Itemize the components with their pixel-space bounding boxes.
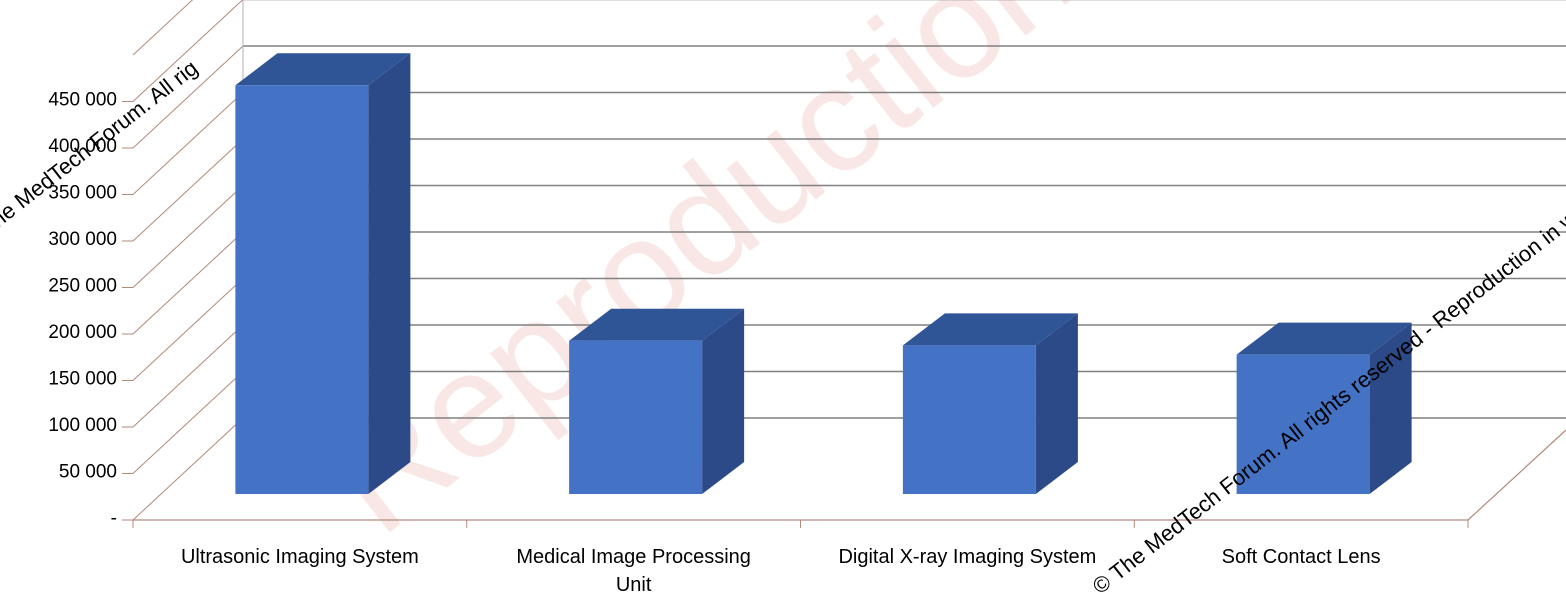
- bar-top: [902, 313, 1078, 346]
- x-category-label: Soft Contact Lens: [1222, 546, 1381, 568]
- side-wall-line: [132, 0, 244, 102]
- bar: [1236, 322, 1412, 494]
- x-category-label-line: Unit: [616, 574, 652, 596]
- bar-front: [1236, 354, 1370, 494]
- y-tick-label: 150 000: [48, 369, 117, 390]
- side-wall-line: [132, 371, 244, 474]
- side-wall-line: [132, 138, 244, 242]
- side-wall-line: [132, 231, 244, 335]
- bar-top: [235, 53, 411, 86]
- side-wall-line: [132, 0, 194, 56]
- side-wall-line: [132, 278, 244, 381]
- side-wall-line: [132, 417, 244, 521]
- bar: [235, 53, 411, 495]
- floor-right-edge: [1467, 429, 1566, 521]
- side-wall-line: [132, 92, 244, 195]
- x-category-label-line: Medical Image Processing: [516, 546, 751, 568]
- y-tick-label: 50 000: [59, 462, 117, 483]
- x-axis-categories: Ultrasonic Imaging System Medical Image P…: [181, 546, 1381, 596]
- bar-front: [569, 340, 703, 494]
- side-wall-line: [132, 45, 244, 149]
- bars: [235, 53, 1412, 495]
- bar-top: [569, 308, 745, 341]
- y-tick-label: -: [111, 508, 117, 529]
- y-tick-label: 100 000: [48, 415, 117, 436]
- y-tick-label: 200 000: [48, 322, 117, 343]
- bar-side: [368, 53, 411, 495]
- bar-side: [702, 308, 745, 494]
- bar: [569, 308, 745, 494]
- bar-front: [235, 85, 369, 495]
- bar-front: [902, 345, 1036, 494]
- bar: [902, 313, 1078, 494]
- y-tick-label: 300 000: [48, 229, 117, 250]
- x-category-label-line: Ultrasonic Imaging System: [181, 546, 419, 568]
- x-category-label: Ultrasonic Imaging System: [181, 546, 419, 568]
- x-category-label-line: Digital X-ray Imaging System: [838, 546, 1096, 568]
- y-tick-label: 250 000: [48, 276, 117, 297]
- x-category-label: Digital X-ray Imaging System: [838, 546, 1096, 568]
- y-tick-label: 450 000: [48, 90, 117, 111]
- bar-side: [1035, 313, 1078, 494]
- side-wall-line: [132, 185, 244, 288]
- x-category-label: Medical Image Processing Unit: [516, 546, 751, 596]
- bar-top: [1236, 322, 1412, 355]
- side-wall-line: [132, 324, 244, 428]
- y-tick-label: 350 000: [48, 183, 117, 204]
- y-tick-label: 400 000: [48, 136, 117, 157]
- x-category-label-line: Soft Contact Lens: [1222, 546, 1381, 568]
- y-axis-ticks: - 50 000 100 000 150 000 200 000 250 000 300 0…: [48, 90, 133, 529]
- bar-side: [1369, 322, 1412, 494]
